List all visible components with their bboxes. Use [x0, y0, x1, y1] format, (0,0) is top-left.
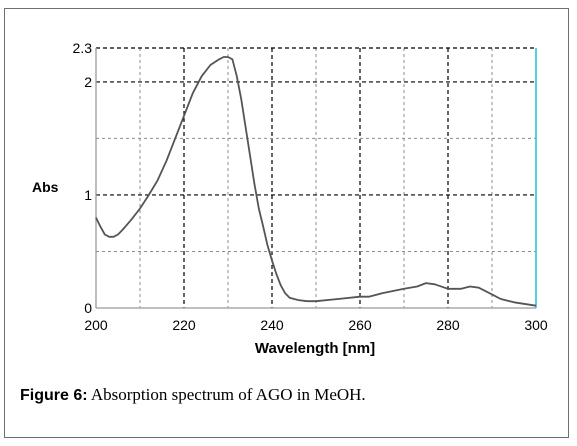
figure-caption: Figure 6: Absorption spectrum of AGO in … — [20, 385, 366, 405]
caption-text: Absorption spectrum of AGO in MeOH. — [90, 385, 366, 404]
x-tick-label: 300 — [524, 317, 548, 333]
y-tick-label: 1 — [84, 187, 92, 203]
x-tick-label: 220 — [172, 317, 196, 333]
y-tick-label: 0 — [84, 300, 92, 316]
tick-labels: 200 220 240 260 280 300 0 1 2 2.3 — [73, 40, 548, 333]
plot-axes — [95, 48, 537, 309]
series-layer — [95, 56, 537, 307]
x-tick-label: 240 — [260, 317, 284, 333]
x-tick-label: 200 — [84, 317, 108, 333]
grid-lines — [96, 47, 536, 308]
y-tick-label: 2.3 — [73, 40, 93, 56]
x-axis-label: Wavelength [nm] — [255, 340, 375, 357]
spectrum-line — [95, 56, 537, 307]
y-axis-label: Abs — [32, 179, 59, 195]
figure-label: Figure 6: — [20, 387, 88, 404]
y-tick-label: 2 — [84, 74, 92, 90]
x-tick-label: 280 — [436, 317, 460, 333]
x-tick-label: 260 — [348, 317, 372, 333]
